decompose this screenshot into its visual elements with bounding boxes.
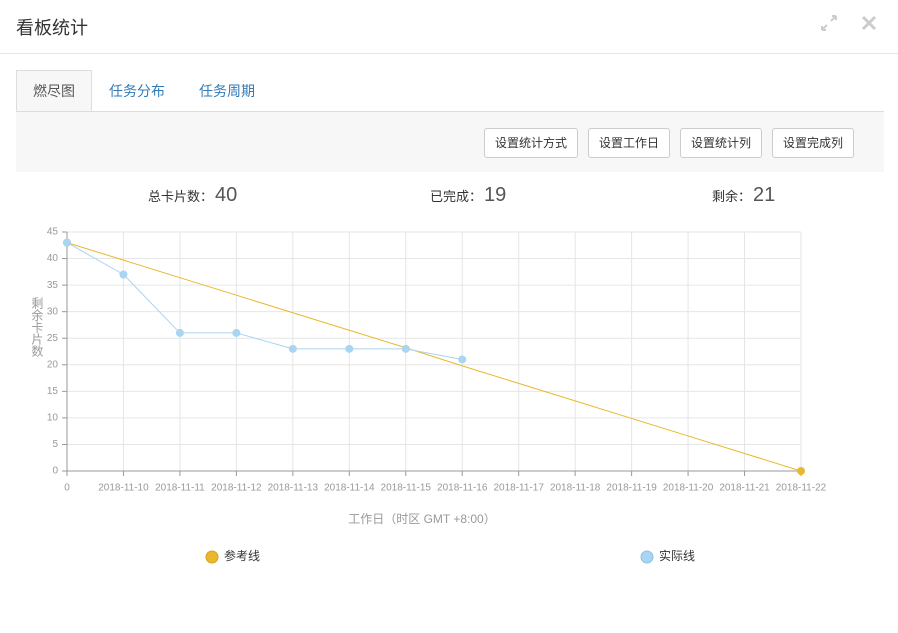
legend-label: 参考线	[224, 548, 260, 563]
point	[232, 328, 241, 337]
button-bar: 设置统计方式 设置工作日 设置统计列 设置完成列	[483, 128, 854, 158]
stat-value: 19	[484, 184, 507, 206]
stat-value: 40	[215, 184, 238, 206]
x-tick-label: 2018-11-10	[98, 483, 149, 494]
y-tick-label: 35	[47, 280, 59, 291]
x-tick-label: 0	[64, 483, 70, 494]
button[interactable]: 设置统计列	[679, 128, 762, 158]
x-tick-label: 2018-11-22	[776, 483, 827, 494]
y-axis-label: 剩余卡片数	[30, 297, 44, 358]
y-tick-label: 45	[47, 227, 59, 238]
legend-marker	[640, 550, 654, 564]
x-tick-label: 2018-11-17	[493, 483, 544, 494]
series-line	[66, 242, 802, 472]
stat: 已完成： 19	[430, 184, 506, 207]
point	[119, 270, 128, 279]
tab[interactable]: 燃尽图	[16, 70, 92, 111]
tab[interactable]: 任务周期	[199, 83, 255, 99]
stat-value: 21	[753, 184, 776, 206]
point	[458, 355, 467, 364]
legend-label: 实际线	[659, 548, 695, 563]
button[interactable]: 设置统计方式	[483, 128, 578, 158]
point	[401, 344, 410, 353]
close-icon[interactable]	[861, 15, 877, 31]
button[interactable]: 设置工作日	[587, 128, 670, 158]
point	[345, 344, 354, 353]
x-tick-label: 2018-11-16	[437, 483, 488, 494]
y-tick-label: 5	[52, 439, 58, 450]
x-tick-label: 2018-11-14	[324, 483, 375, 494]
point	[63, 238, 71, 247]
y-tick-label: 30	[47, 306, 59, 317]
stat: 剩余： 21	[712, 184, 775, 207]
tab-panel: 设置统计方式 设置工作日 设置统计列 设置完成列	[16, 111, 884, 623]
series-line	[66, 242, 463, 360]
point	[288, 344, 297, 353]
stat: 总卡片数： 40	[148, 184, 237, 207]
x-tick-label: 2018-11-11	[155, 483, 205, 494]
y-tick-label: 20	[47, 359, 59, 370]
x-tick-label: 2018-11-15	[381, 483, 432, 494]
stat-label: 总卡片数：	[148, 189, 214, 204]
y-tick-label: 40	[47, 253, 59, 264]
y-tick-label: 25	[47, 333, 59, 344]
x-tick-label: 2018-11-20	[663, 483, 714, 494]
tab-bar: 燃尽图 任务分布 任务周期	[16, 70, 272, 111]
chart-card	[16, 172, 884, 623]
expand-icon[interactable]	[819, 13, 839, 33]
x-tick-label: 2018-11-18	[550, 483, 601, 494]
y-tick-label: 0	[52, 466, 58, 477]
x-tick-label: 2018-11-19	[606, 483, 657, 494]
legend-marker	[205, 550, 219, 564]
dialog-title: 看板统计	[16, 18, 88, 38]
y-tick-label: 10	[47, 413, 59, 424]
x-tick-label: 2018-11-21	[719, 483, 770, 494]
point	[797, 467, 805, 475]
x-tick-label: 2018-11-13	[268, 483, 319, 494]
tab[interactable]: 任务分布	[109, 83, 165, 99]
dialog-header: 看板统计	[0, 0, 898, 54]
x-tick-label: 2018-11-12	[211, 483, 262, 494]
point	[175, 328, 184, 337]
stat-label: 剩余：	[712, 189, 752, 204]
x-axis-label: 工作日（时区 GMT +8:00）	[348, 512, 495, 526]
y-tick-label: 15	[47, 386, 59, 397]
button[interactable]: 设置完成列	[771, 128, 854, 158]
stat-label: 已完成：	[430, 189, 483, 204]
